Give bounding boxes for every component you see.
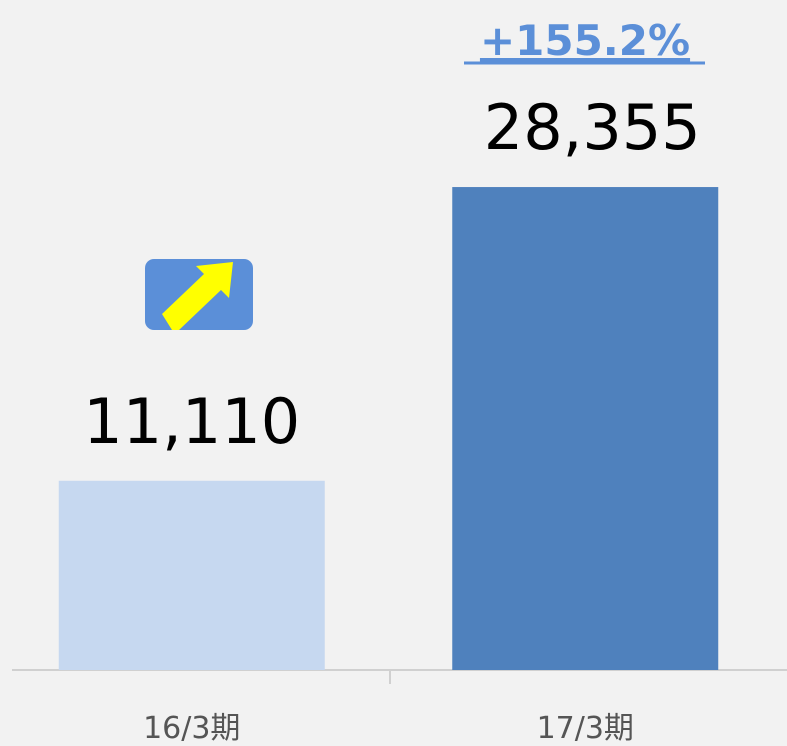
x-tick-label: 16/3期 xyxy=(143,711,240,746)
bar xyxy=(58,480,325,670)
x-tick-label: 17/3期 xyxy=(537,711,634,746)
icon-arrow xyxy=(162,262,233,330)
arrow-icon xyxy=(145,259,253,330)
value-label: 11,110 xyxy=(83,385,300,458)
bar xyxy=(452,187,719,670)
annotation: +155.2% xyxy=(480,16,690,65)
value-label: 28,355 xyxy=(484,91,701,164)
